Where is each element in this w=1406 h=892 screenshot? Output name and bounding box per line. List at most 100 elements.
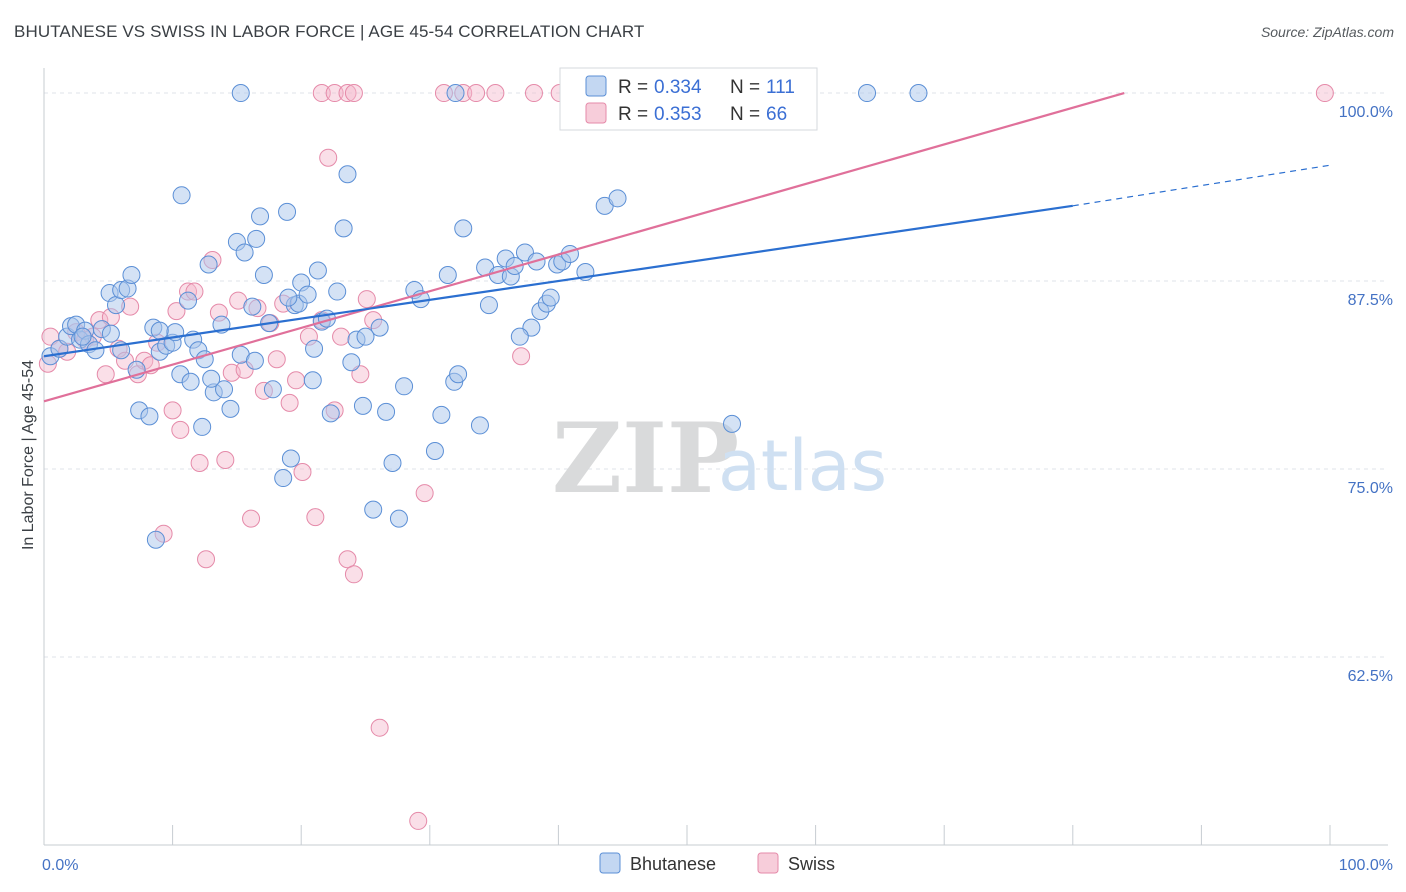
- bhutanese-point-73: [438, 266, 457, 285]
- legend-r-label-bhutanese: R =: [618, 77, 648, 98]
- swiss-point-54: [512, 347, 531, 366]
- watermark: ZIP atlas: [552, 402, 887, 515]
- swiss-point-55: [312, 84, 331, 103]
- legend-n-value-bhutanese: 111: [766, 77, 795, 98]
- swiss-point-27: [216, 450, 235, 469]
- bhutanese-point-79: [479, 296, 498, 315]
- bhutanese-point-104: [510, 327, 529, 346]
- swiss-point-8: [96, 365, 115, 384]
- swiss-point-51: [370, 718, 389, 737]
- legend-r-value-swiss: 0.353: [654, 104, 702, 125]
- bhutanese-point-36: [221, 399, 240, 418]
- watermark-atlas: atlas: [718, 425, 887, 507]
- bhutanese-point-58: [328, 282, 347, 301]
- bhutanese-point-107: [279, 288, 298, 307]
- bhutanese-point-46: [274, 469, 293, 488]
- swiss-point-61: [467, 84, 486, 103]
- bhutanese-point-98: [446, 84, 465, 103]
- bhutanese-point-12: [107, 296, 126, 315]
- bhutanese-point-66: [377, 402, 396, 421]
- bhutanese-point-54: [308, 261, 327, 280]
- bhutanese-point-48: [281, 449, 300, 468]
- bhutanese-point-99: [858, 84, 877, 103]
- bhutanese-point-26: [172, 186, 191, 205]
- swiss-point-46: [338, 550, 357, 569]
- bottom-legend-swatch-swiss: [757, 852, 779, 874]
- bhutanese-point-71: [425, 441, 444, 460]
- bhutanese-point-19: [146, 530, 165, 549]
- bhutanese-point-68: [389, 509, 408, 528]
- swiss-point-52: [409, 811, 428, 830]
- legend-n-label-bhutanese: N =: [730, 77, 760, 98]
- bhutanese-point-89: [541, 288, 560, 307]
- legend-swatch-swiss: [585, 102, 607, 124]
- swiss-point-53: [415, 484, 434, 503]
- y-tick-label-2: 87.5%: [1348, 292, 1393, 309]
- swiss-trend-line: [43, 91, 1125, 403]
- bottom-legend-swiss: Swiss: [788, 854, 835, 874]
- legend-n-value-swiss: 66: [766, 104, 787, 125]
- chart-title: BHUTANESE VS SWISS IN LABOR FORCE | AGE …: [14, 22, 645, 41]
- bhutanese-point-35: [215, 380, 234, 399]
- bhutanese-point-108: [356, 327, 375, 346]
- bhutanese-point-65: [370, 318, 389, 337]
- bhutanese-point-95: [608, 189, 627, 208]
- swiss-point-66: [1315, 84, 1334, 103]
- legend-swatch-bhutanese: [585, 75, 607, 97]
- x-tick-labels: 0.0% 100.0%: [42, 857, 1393, 874]
- y-tick-label-3: 100.0%: [1339, 104, 1393, 121]
- legend-r-value-bhutanese: 0.334: [654, 77, 702, 98]
- swiss-point-43: [319, 148, 338, 167]
- swiss-point-47: [344, 565, 363, 584]
- bhutanese-point-10: [101, 324, 120, 343]
- swiss-point-57: [338, 84, 357, 103]
- bhutanese-trend-extension: [1072, 164, 1331, 207]
- swiss-point-45: [332, 327, 351, 346]
- x-tick-label-1: 100.0%: [1339, 857, 1393, 874]
- bhutanese-point-61: [342, 353, 361, 372]
- swiss-point-19: [167, 302, 186, 321]
- swiss-point-41: [306, 508, 325, 527]
- bhutanese-point-32: [199, 255, 218, 274]
- swiss-point-18: [163, 401, 182, 420]
- bhutanese-point-15: [122, 266, 141, 285]
- swiss-point-56: [325, 84, 344, 103]
- bhutanese-point-64: [364, 500, 383, 519]
- swiss-point-48: [351, 365, 370, 384]
- bhutanese-trend-line: [43, 204, 1073, 358]
- bhutanese-point-67: [383, 454, 402, 473]
- bhutanese-point-111: [181, 372, 200, 391]
- bhutanese-point-77: [470, 416, 489, 435]
- swiss-point-23: [190, 454, 209, 473]
- series-bhutanese: [41, 84, 928, 549]
- swiss-point-38: [287, 371, 306, 390]
- swiss-point-37: [280, 393, 299, 412]
- bottom-legend-swatch-bhutanese: [599, 852, 621, 874]
- swiss-point-62: [486, 84, 505, 103]
- x-tick-label-0: 0.0%: [42, 857, 78, 874]
- swiss-point-63: [524, 84, 543, 103]
- bhutanese-point-72: [432, 405, 451, 424]
- y-tick-labels: 62.5% 75.0% 87.5% 100.0%: [1339, 104, 1393, 685]
- bottom-legend-bhutanese: Bhutanese: [630, 854, 716, 874]
- bhutanese-point-101: [245, 351, 264, 370]
- bhutanese-point-43: [254, 266, 273, 285]
- swiss-point-58: [344, 84, 363, 103]
- bhutanese-point-42: [251, 207, 270, 226]
- swiss-point-20: [171, 420, 190, 439]
- trend-lines: [43, 91, 1331, 403]
- bhutanese-point-109: [73, 327, 92, 346]
- bhutanese-point-100: [909, 84, 928, 103]
- bhutanese-point-40: [243, 297, 262, 316]
- swiss-point-35: [267, 350, 286, 369]
- bhutanese-point-57: [321, 404, 340, 423]
- bhutanese-point-96: [723, 414, 742, 433]
- swiss-point-39: [293, 463, 312, 482]
- bhutanese-point-76: [454, 219, 473, 238]
- axes: [43, 68, 1388, 846]
- bhutanese-point-30: [193, 417, 212, 436]
- bhutanese-point-63: [353, 396, 372, 415]
- legend-r-label-swiss: R =: [618, 104, 648, 125]
- y-axis-label: In Labor Force | Age 45-54: [20, 360, 37, 550]
